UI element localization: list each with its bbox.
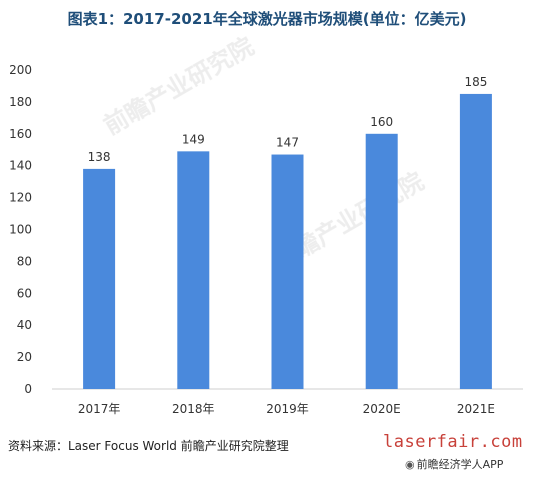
y-tick-label: 100 xyxy=(9,223,32,237)
bar xyxy=(271,154,304,389)
bar-value-label: 149 xyxy=(182,132,205,146)
bar xyxy=(459,93,492,390)
x-tick-label: 2019年 xyxy=(266,402,309,416)
bar xyxy=(83,168,116,389)
x-axis: 2017年 2018年 2019年 2020E 2021E xyxy=(78,402,495,416)
watermark-1: 前瞻产业研究院 xyxy=(99,32,258,140)
y-tick-label: 160 xyxy=(9,127,32,141)
y-axis: 0 20 40 60 80 100 120 140 160 180 200 xyxy=(9,63,32,396)
source-note: 资料来源：Laser Focus World 前瞻产业研究院整理 xyxy=(8,439,289,453)
bar-value-label: 138 xyxy=(88,150,111,164)
y-tick-label: 0 xyxy=(24,382,32,396)
x-tick-label: 2020E xyxy=(363,402,401,416)
bar xyxy=(177,151,210,389)
y-tick-label: 40 xyxy=(17,318,32,332)
y-tick-label: 140 xyxy=(9,159,32,173)
x-tick-label: 2017年 xyxy=(78,402,121,416)
y-tick-label: 80 xyxy=(17,254,32,268)
y-tick-label: 200 xyxy=(9,63,32,77)
x-tick-label: 2018年 xyxy=(172,402,215,416)
bar-value-label: 160 xyxy=(370,115,393,129)
y-tick-label: 60 xyxy=(17,286,32,300)
y-tick-label: 120 xyxy=(9,191,32,205)
app-icon: ◉ xyxy=(405,458,415,471)
x-tick-label: 2021E xyxy=(457,402,495,416)
y-tick-label: 20 xyxy=(17,350,32,364)
bar-value-label: 185 xyxy=(464,75,487,89)
brand-logo-text: laserfair.com xyxy=(383,432,523,452)
brand-subtitle-text: 前瞻经济学人APP xyxy=(416,458,504,471)
y-tick-label: 180 xyxy=(9,95,32,109)
bars: 138 149 147 160 185 xyxy=(83,75,492,390)
chart-title: 图表1：2017-2021年全球激光器市场规模(单位：亿美元) xyxy=(67,10,467,28)
brand-subtitle: ◉ 前瞻经济学人APP xyxy=(405,456,503,472)
bar-value-label: 147 xyxy=(276,136,299,150)
bar xyxy=(365,133,398,389)
